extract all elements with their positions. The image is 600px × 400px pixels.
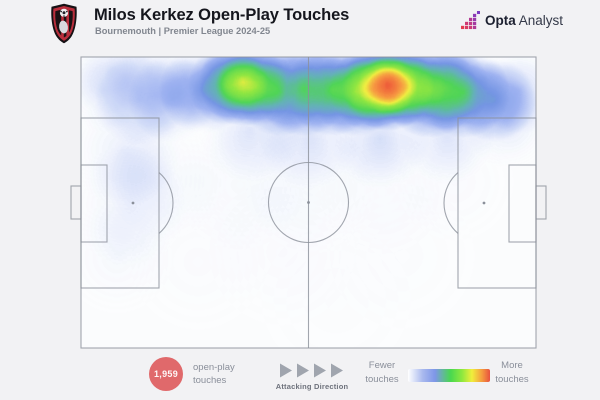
heatmap-canvas [81,57,536,348]
page-title: Milos Kerkez Open-Play Touches [94,6,350,24]
brand-name-light: Analyst [518,13,564,28]
attacking-direction-label: Attacking Direction [275,382,349,391]
left-goal [70,185,82,220]
bournemouth-crest-icon [51,3,77,44]
touch-density-scale-bar [408,369,490,382]
opta-bars-icon [461,11,480,30]
touches-count-badge: 1,959 [149,357,183,391]
right-goal [535,185,547,220]
brand-name-bold: Opta [485,13,516,28]
opta-analyst-logo: Opta Analyst [461,11,563,30]
page-subtitle: Bournemouth | Premier League 2024-25 [95,26,271,36]
attacking-direction-arrows-icon [280,363,343,378]
scale-more-label: More touches [495,360,529,385]
scale-fewer-label: Fewer touches [365,360,399,385]
touches-count: 1,959 [153,369,179,379]
touches-badge-label: open-play touches [193,362,235,386]
